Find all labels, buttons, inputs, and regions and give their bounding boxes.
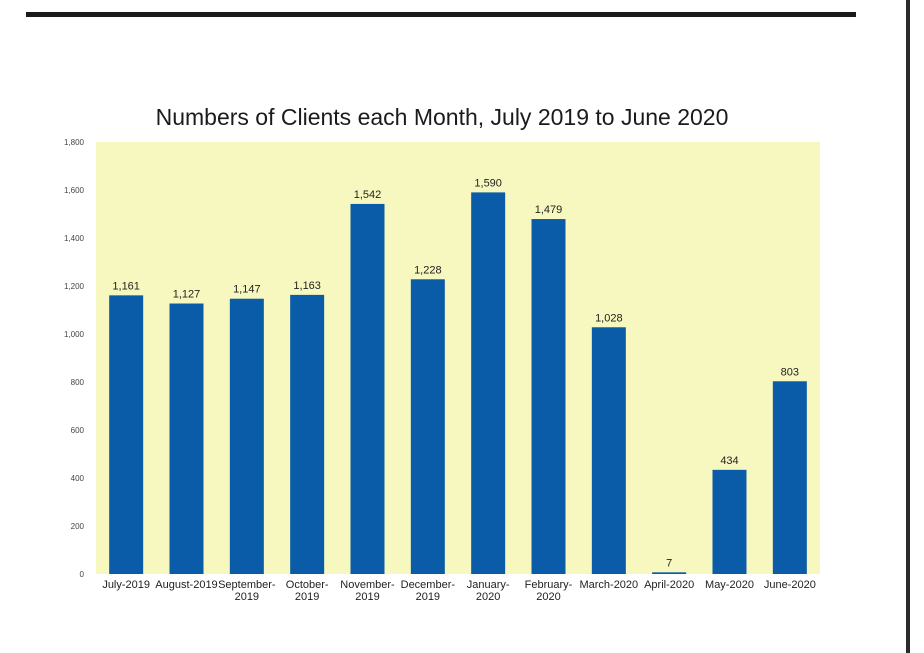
y-tick-label: 1,000 [64, 330, 85, 339]
x-tick-label: April-2020 [644, 579, 694, 591]
y-tick-label: 200 [71, 522, 85, 531]
y-tick-label: 400 [71, 474, 85, 483]
bar [652, 572, 687, 574]
x-tick-label: October- [286, 579, 329, 591]
x-tick-label: 2019 [235, 591, 259, 603]
data-label: 1,127 [173, 289, 201, 301]
bar [290, 294, 325, 574]
x-tick-label: August-2019 [155, 579, 217, 591]
x-tick-label: May-2020 [705, 579, 754, 591]
page-right-edge [906, 0, 910, 653]
data-label: 7 [666, 557, 672, 569]
data-label: 1,163 [293, 280, 321, 292]
x-tick-label: September- [218, 579, 276, 591]
x-tick-label: February- [525, 579, 573, 591]
x-tick-label: January- [467, 579, 510, 591]
x-tick-label: December- [401, 579, 456, 591]
x-tick-label: 2019 [416, 591, 440, 603]
data-label: 434 [720, 455, 738, 467]
bar [109, 295, 144, 574]
data-label: 1,590 [474, 177, 502, 189]
x-tick-label: 2020 [536, 591, 560, 603]
data-label: 1,161 [112, 280, 140, 292]
x-tick-label: 2019 [295, 591, 319, 603]
bar [471, 192, 506, 574]
page-top-edge [26, 12, 856, 17]
bar [712, 469, 747, 574]
bar [531, 219, 566, 575]
x-tick-label: March-2020 [579, 579, 638, 591]
y-tick-label: 800 [71, 378, 85, 387]
x-tick-label: 2019 [355, 591, 379, 603]
bar [169, 303, 204, 574]
x-tick-label: July-2019 [102, 579, 150, 591]
data-label: 1,147 [233, 284, 261, 296]
x-tick-label: 2020 [476, 591, 500, 603]
x-tick-label: June-2020 [764, 579, 816, 591]
bar [410, 279, 445, 574]
data-label: 1,479 [535, 204, 563, 216]
bar [772, 381, 807, 574]
y-tick-label: 1,400 [64, 234, 85, 243]
bar [350, 203, 385, 575]
y-tick-label: 600 [71, 426, 85, 435]
chart-title: Numbers of Clients each Month, July 2019… [155, 104, 729, 130]
data-label: 1,542 [354, 189, 382, 201]
bar [229, 298, 264, 574]
data-label: 1,228 [414, 264, 442, 276]
data-label: 1,028 [595, 312, 623, 324]
bar [591, 327, 626, 574]
plot-area [96, 142, 820, 574]
y-tick-label: 1,200 [64, 282, 85, 291]
y-tick-label: 1,600 [64, 186, 85, 195]
data-label: 803 [781, 366, 799, 378]
y-tick-label: 1,800 [64, 138, 85, 147]
x-tick-label: November- [340, 579, 395, 591]
y-tick-label: 0 [80, 570, 85, 579]
